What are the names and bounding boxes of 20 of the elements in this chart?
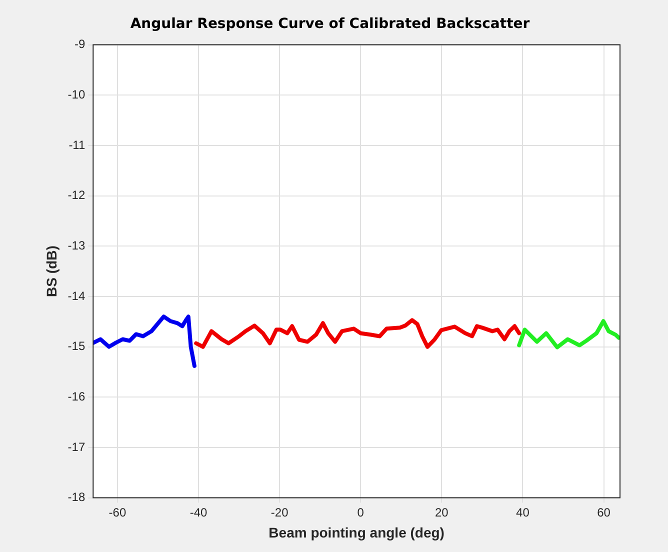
y-tick-label: -11: [68, 138, 86, 152]
y-tick-label: -9: [74, 37, 86, 52]
y-tick-label: -17: [68, 440, 86, 454]
y-tick-label: -13: [68, 238, 86, 252]
x-tick-label: 20: [435, 505, 449, 520]
x-tick-label: -20: [270, 505, 289, 520]
chart-title: Angular Response Curve of Calibrated Backscatter: [130, 16, 530, 32]
y-tick-label: -18: [68, 490, 86, 504]
x-tick-label: -40: [190, 505, 208, 520]
x-tick-label: -60: [108, 505, 126, 520]
x-tick-label: 60: [597, 505, 611, 520]
y-tick-label: -14: [68, 288, 86, 303]
y-tick-label: -16: [68, 389, 86, 404]
x-axis-title: Beam pointing angle (deg): [268, 524, 444, 540]
y-tick-label: -10: [68, 87, 86, 102]
y-axis-title: BS (dB): [43, 246, 60, 297]
y-tick-label: -12: [68, 188, 86, 202]
x-tick-label: 0: [357, 505, 364, 520]
y-tick-label: -15: [68, 339, 86, 354]
x-tick-label: 40: [516, 505, 530, 520]
